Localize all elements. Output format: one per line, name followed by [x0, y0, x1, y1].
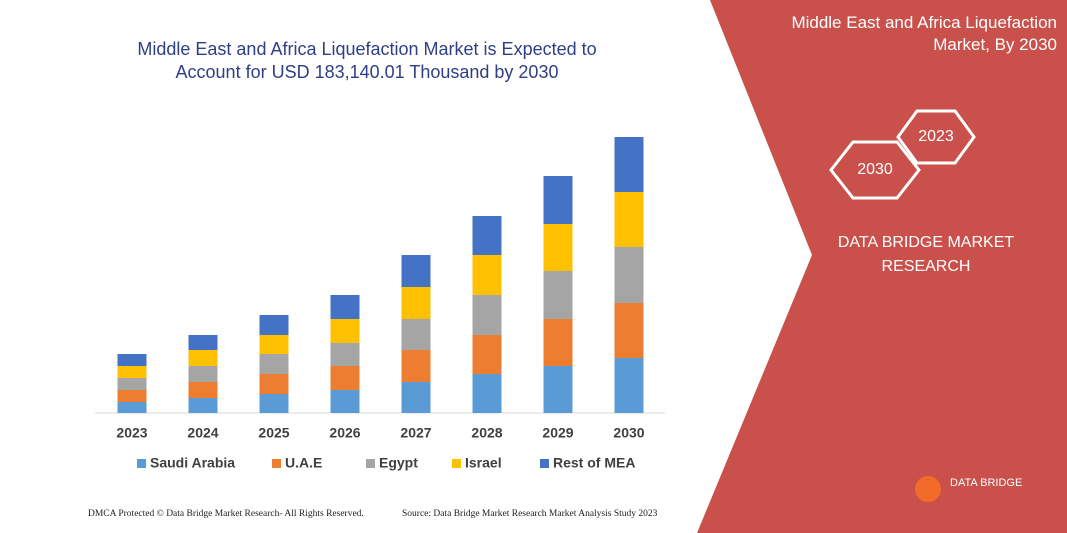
bar-segment: [543, 176, 573, 224]
hexagon-label: 2023: [918, 128, 954, 145]
bar-segment: [330, 390, 360, 413]
hexagon-label: 2030: [857, 161, 893, 178]
bar-segment: [472, 295, 502, 335]
bar-segment: [543, 224, 573, 271]
bar-segment: [614, 192, 644, 247]
hexagon: [896, 109, 976, 165]
side-panel-bg: [697, 0, 1067, 533]
footer-left: DMCA Protected © Data Bridge Market Rese…: [88, 509, 364, 519]
x-tick-label: 2024: [187, 425, 218, 441]
x-tick-label: 2028: [471, 425, 502, 441]
bar-segment: [188, 350, 218, 366]
bar-segment: [614, 137, 644, 192]
legend-label: Israel: [465, 455, 502, 471]
bar-segment: [401, 287, 431, 319]
x-tick-label: 2027: [400, 425, 431, 441]
bar-segment: [117, 354, 147, 366]
bar-segment: [401, 382, 431, 413]
bar-segment: [259, 354, 289, 374]
bar-segment: [259, 315, 289, 335]
bar-segment: [188, 382, 218, 398]
x-tick-label: 2030: [613, 425, 644, 441]
bar-segment: [472, 255, 502, 295]
bar-segment: [330, 295, 360, 319]
side-title: Middle East and Africa Liquefaction Mark…: [791, 13, 1057, 54]
bar-segment: [330, 366, 360, 390]
legend-swatch: [452, 459, 461, 468]
bar-segment: [259, 335, 289, 354]
brand: DATA BRIDGE MARKET RESEARCH: [837, 234, 1015, 275]
bar-segment: [188, 335, 218, 350]
bar-segment: [543, 271, 573, 319]
bar-segment: [117, 366, 147, 378]
bar-segment: [330, 319, 360, 343]
bar-segment: [401, 350, 431, 382]
bar-segment: [543, 319, 573, 366]
legend-label: U.A.E: [285, 455, 322, 471]
bar-segment: [401, 255, 431, 287]
bar-segment: [472, 374, 502, 413]
bar-segment: [188, 398, 218, 413]
bar-segment: [188, 366, 218, 382]
bar-segment: [117, 378, 147, 390]
bar-segment: [117, 390, 147, 402]
logo-mark: [915, 476, 941, 502]
bar-segment: [401, 319, 431, 350]
x-tick-label: 2029: [542, 425, 573, 441]
legend-swatch: [366, 459, 375, 468]
bar-segment: [330, 343, 360, 366]
x-tick-label: 2026: [329, 425, 360, 441]
bar-segment: [472, 216, 502, 255]
bar-segment: [614, 247, 644, 303]
x-tick-label: 2025: [258, 425, 289, 441]
footer-right: Source: Data Bridge Market Research Mark…: [402, 509, 658, 519]
bar-segment: [614, 358, 644, 413]
logo-text: DATA BRIDGE: [950, 477, 1022, 489]
legend-swatch: [272, 459, 281, 468]
x-tick-label: 2023: [116, 425, 147, 441]
chart-title: Middle East and Africa Liquefaction Mark…: [137, 39, 597, 82]
bar-segment: [543, 366, 573, 413]
legend-swatch: [137, 459, 146, 468]
bar-segment: [117, 402, 147, 413]
legend-label: Saudi Arabia: [150, 455, 235, 471]
bar-segment: [259, 394, 289, 413]
bar-segment: [614, 303, 644, 358]
legend-label: Egypt: [379, 455, 418, 471]
legend-swatch: [540, 459, 549, 468]
bar-segment: [259, 374, 289, 394]
legend-label: Rest of MEA: [553, 455, 635, 471]
bar-segment: [472, 335, 502, 374]
hexagon: [829, 140, 921, 200]
